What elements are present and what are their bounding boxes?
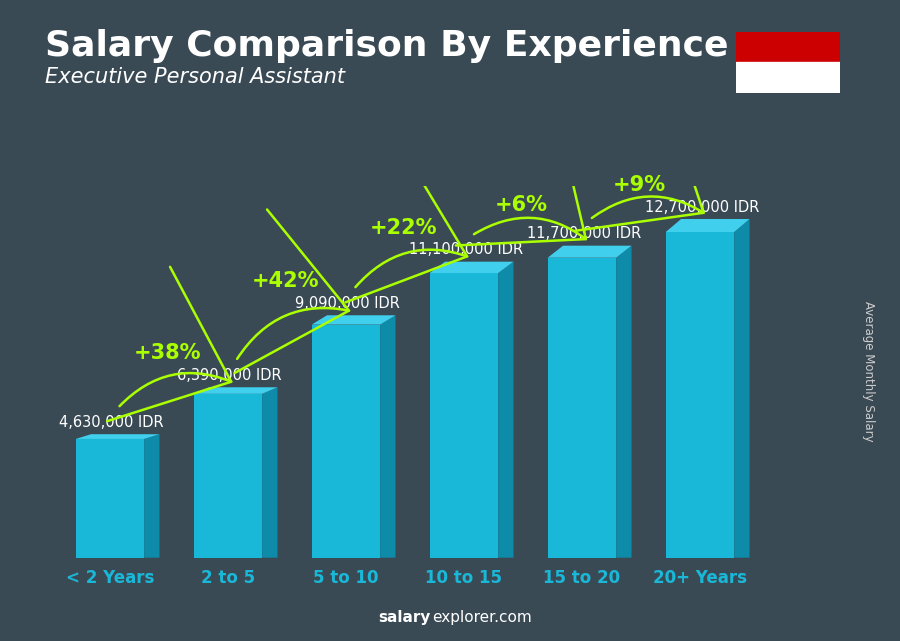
Text: +22%: +22% [369,217,436,238]
Text: explorer.com: explorer.com [432,610,532,625]
Text: 12,700,000 IDR: 12,700,000 IDR [644,199,759,215]
Bar [548,258,617,558]
Text: 6,390,000 IDR: 6,390,000 IDR [177,368,282,383]
Polygon shape [499,262,514,558]
FancyArrowPatch shape [107,267,231,421]
FancyArrowPatch shape [235,210,349,373]
Polygon shape [734,219,750,558]
Text: 9,090,000 IDR: 9,090,000 IDR [295,296,400,311]
Bar [429,273,499,558]
Text: Executive Personal Assistant: Executive Personal Assistant [45,67,345,87]
Polygon shape [311,315,395,324]
Polygon shape [429,262,514,273]
Bar [76,439,144,558]
Text: 11,700,000 IDR: 11,700,000 IDR [526,226,641,241]
Text: 11,100,000 IDR: 11,100,000 IDR [409,242,523,257]
Bar [736,63,840,93]
FancyArrowPatch shape [575,89,704,231]
Polygon shape [616,246,632,558]
Bar [666,232,734,558]
Bar [311,324,380,558]
Text: +42%: +42% [251,271,319,291]
FancyArrowPatch shape [455,112,586,246]
Text: +9%: +9% [613,175,666,195]
Polygon shape [144,434,159,558]
Text: Salary Comparison By Experience: Salary Comparison By Experience [45,29,728,63]
FancyArrowPatch shape [346,145,467,303]
Text: Average Monthly Salary: Average Monthly Salary [862,301,875,442]
Text: 4,630,000 IDR: 4,630,000 IDR [59,415,164,429]
Polygon shape [666,219,750,232]
Polygon shape [548,246,632,258]
Polygon shape [262,387,277,558]
Bar [736,32,840,63]
Polygon shape [380,315,395,558]
Polygon shape [76,434,159,439]
Text: salary: salary [378,610,430,625]
Text: +6%: +6% [495,196,548,215]
Polygon shape [194,387,277,394]
Text: +38%: +38% [133,343,201,363]
Bar [194,394,262,558]
